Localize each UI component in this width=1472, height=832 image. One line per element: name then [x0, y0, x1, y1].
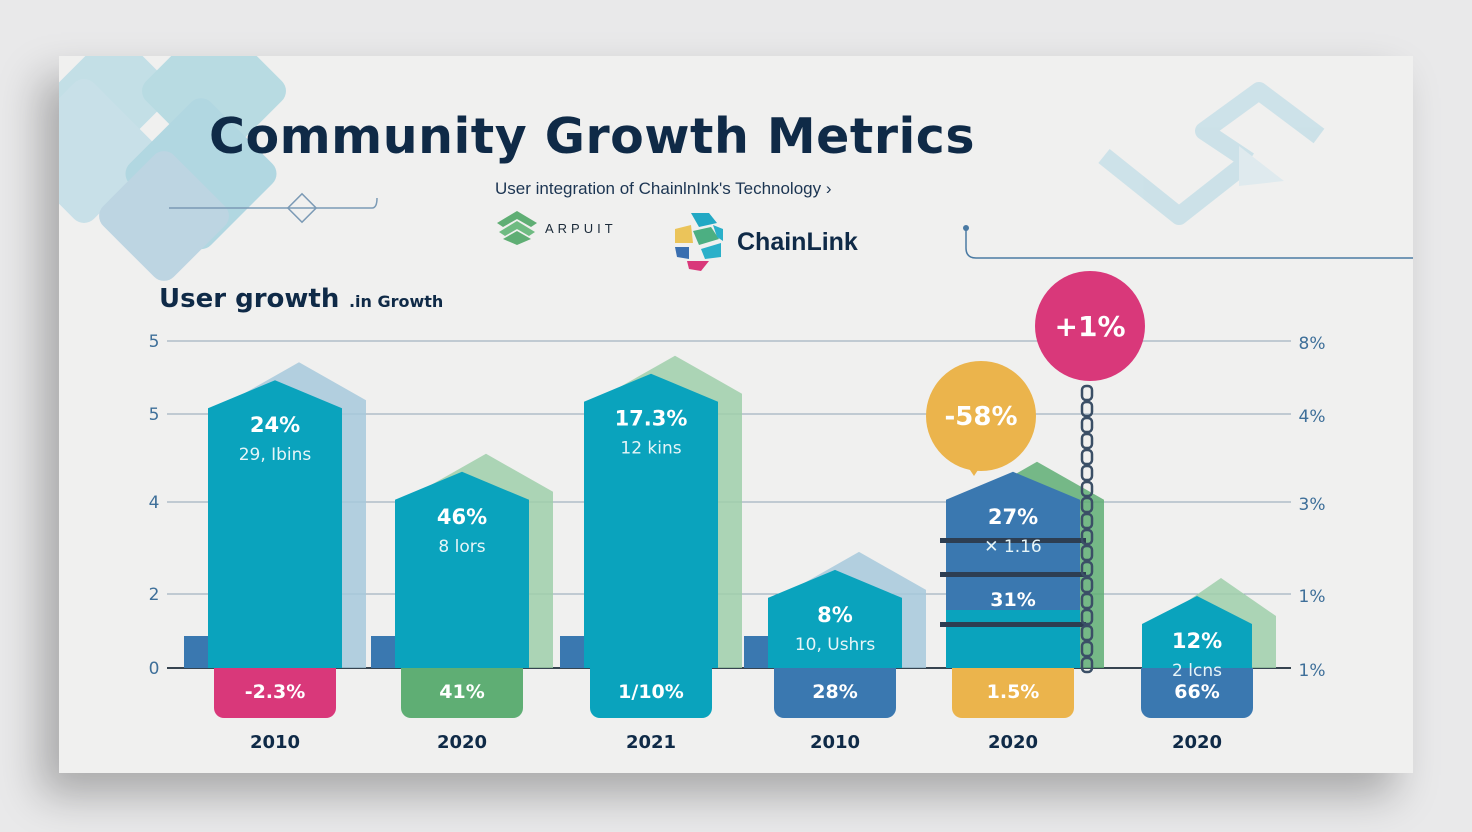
bottom-label-pill-top [214, 668, 336, 680]
section-title-sub: .in Growth [348, 292, 444, 311]
diamond-cluster-decoration [59, 56, 286, 281]
bar-sub-label: 8 lors [438, 537, 485, 557]
bar-value-label: 17.3% [615, 407, 688, 431]
chain-link-segment [1080, 448, 1094, 466]
bottom-label-pill-top [1141, 668, 1253, 680]
chain-link-segment [1080, 384, 1094, 402]
chain-link-segment [1080, 592, 1094, 610]
bubble-positive [1035, 271, 1145, 381]
chain-link-segment [1080, 464, 1094, 482]
bar-chart: 5 8% 5 4% 4 3% 2 1% 0 1% -2.3% 24% 29, Ibins 2010 41% 4… [149, 271, 1326, 753]
bar [768, 569, 902, 668]
category-label: 2020 [437, 732, 487, 753]
chain-link-segment [1080, 512, 1094, 530]
stack-middle-label: 31% [990, 589, 1035, 611]
bubble-negative-label: -58% [944, 402, 1017, 432]
bottom-label: 28% [812, 681, 857, 703]
bubble-negative [926, 361, 1036, 471]
bottom-label: 66% [1174, 681, 1219, 703]
page-subtitle: User integration of ChainlnInk's Technol… [495, 179, 832, 198]
bar-value-label: 24% [250, 413, 300, 437]
chain-link-segment [1080, 608, 1094, 626]
bottom-label-pill-top [774, 668, 896, 680]
bottom-label-pill-top [590, 668, 712, 680]
bar-value-label: 12% [1172, 629, 1222, 653]
bubble-negative-pointer [964, 461, 984, 476]
right-axis-tick: 1% [1299, 587, 1326, 607]
brand-arpuit-label: ARPUIT [545, 220, 617, 236]
bar [208, 380, 342, 668]
chain-link-segment [1080, 416, 1094, 434]
bottom-label-pill-top [952, 668, 1074, 680]
brand-arpuit: ARPUIT [497, 211, 617, 245]
chain-link-segment [1080, 656, 1094, 674]
bar-value-label: 8% [817, 603, 853, 627]
chain-link-segment [1080, 576, 1094, 594]
brand-chainlink: ChainLink [671, 211, 858, 273]
section-title-main: User growth [159, 284, 340, 314]
bar-value-label: 27% [988, 505, 1038, 529]
bottom-label-pill [590, 668, 712, 718]
right-axis-tick: 8% [1299, 334, 1326, 354]
chain-link-segment [1080, 544, 1094, 562]
left-axis-tick: 2 [149, 585, 160, 605]
bar [1142, 596, 1252, 668]
page-title: Community Growth Metrics [209, 108, 975, 165]
bottom-label-pill [952, 668, 1074, 718]
chain-link-segment [1080, 624, 1094, 642]
category-label: 2010 [250, 732, 300, 753]
bar-value-label: 46% [437, 505, 487, 529]
brand-chainlink-label: ChainLink [737, 227, 858, 256]
chain-link-segment [1080, 496, 1094, 514]
divider-line-right [963, 225, 1413, 259]
bottom-label-pill [774, 668, 896, 718]
chainlink-mosaic-logo-icon [675, 213, 723, 271]
bottom-label: -2.3% [245, 681, 306, 703]
bubble-positive-label: +1% [1055, 310, 1126, 343]
category-label: 2021 [626, 732, 676, 753]
bar-sub-label: ✕ 1.16 [984, 537, 1042, 557]
bottom-label: 1.5% [987, 681, 1040, 703]
bottom-label-pill-top [401, 668, 523, 680]
chain-link-segment [1080, 560, 1094, 578]
bar-sub-label: 10, Ushrs [795, 635, 876, 655]
category-label: 2020 [988, 732, 1038, 753]
chain-link-segment [1080, 528, 1094, 546]
bottom-label-pill [1141, 668, 1253, 718]
left-axis-tick: 5 [149, 332, 160, 352]
stack-ledge [940, 572, 1086, 577]
chain-link-segment [1080, 432, 1094, 450]
category-label: 2010 [810, 732, 860, 753]
infographic-card: Community Growth Metrics User integratio… [59, 56, 1413, 773]
bar-sub-label: 29, Ibins [239, 445, 312, 465]
left-axis-tick: 0 [149, 659, 160, 679]
right-axis-tick: 3% [1299, 495, 1326, 515]
bottom-label-pill [401, 668, 523, 718]
chain-link-segment [1080, 480, 1094, 498]
right-axis-tick: 1% [1299, 661, 1326, 681]
bar-sub-label: 2 lcns [1172, 661, 1222, 681]
bar [584, 373, 718, 668]
divider-line-left [169, 192, 378, 224]
bottom-label: 1/10% [618, 681, 684, 703]
stack-ledge [940, 538, 1086, 543]
left-axis-tick: 5 [149, 405, 160, 425]
category-label: 2020 [1172, 732, 1222, 753]
bar [395, 471, 529, 668]
right-axis-tick: 4% [1299, 407, 1326, 427]
chain-link-segment [1080, 400, 1094, 418]
bar-sub-label: 12 kins [620, 439, 681, 459]
chain-link-watermark [1098, 82, 1325, 225]
left-axis-tick: 4 [149, 493, 160, 513]
bar-stack-segment [946, 610, 1080, 668]
bottom-label: 41% [439, 681, 484, 703]
bottom-label-pill [214, 668, 336, 718]
section-title: User growth .in Growth [159, 284, 443, 314]
stack-ledge [940, 622, 1086, 627]
chevron-stack-logo-icon [497, 211, 537, 245]
background-decoration [59, 56, 1413, 281]
chain-link-segment [1080, 640, 1094, 658]
